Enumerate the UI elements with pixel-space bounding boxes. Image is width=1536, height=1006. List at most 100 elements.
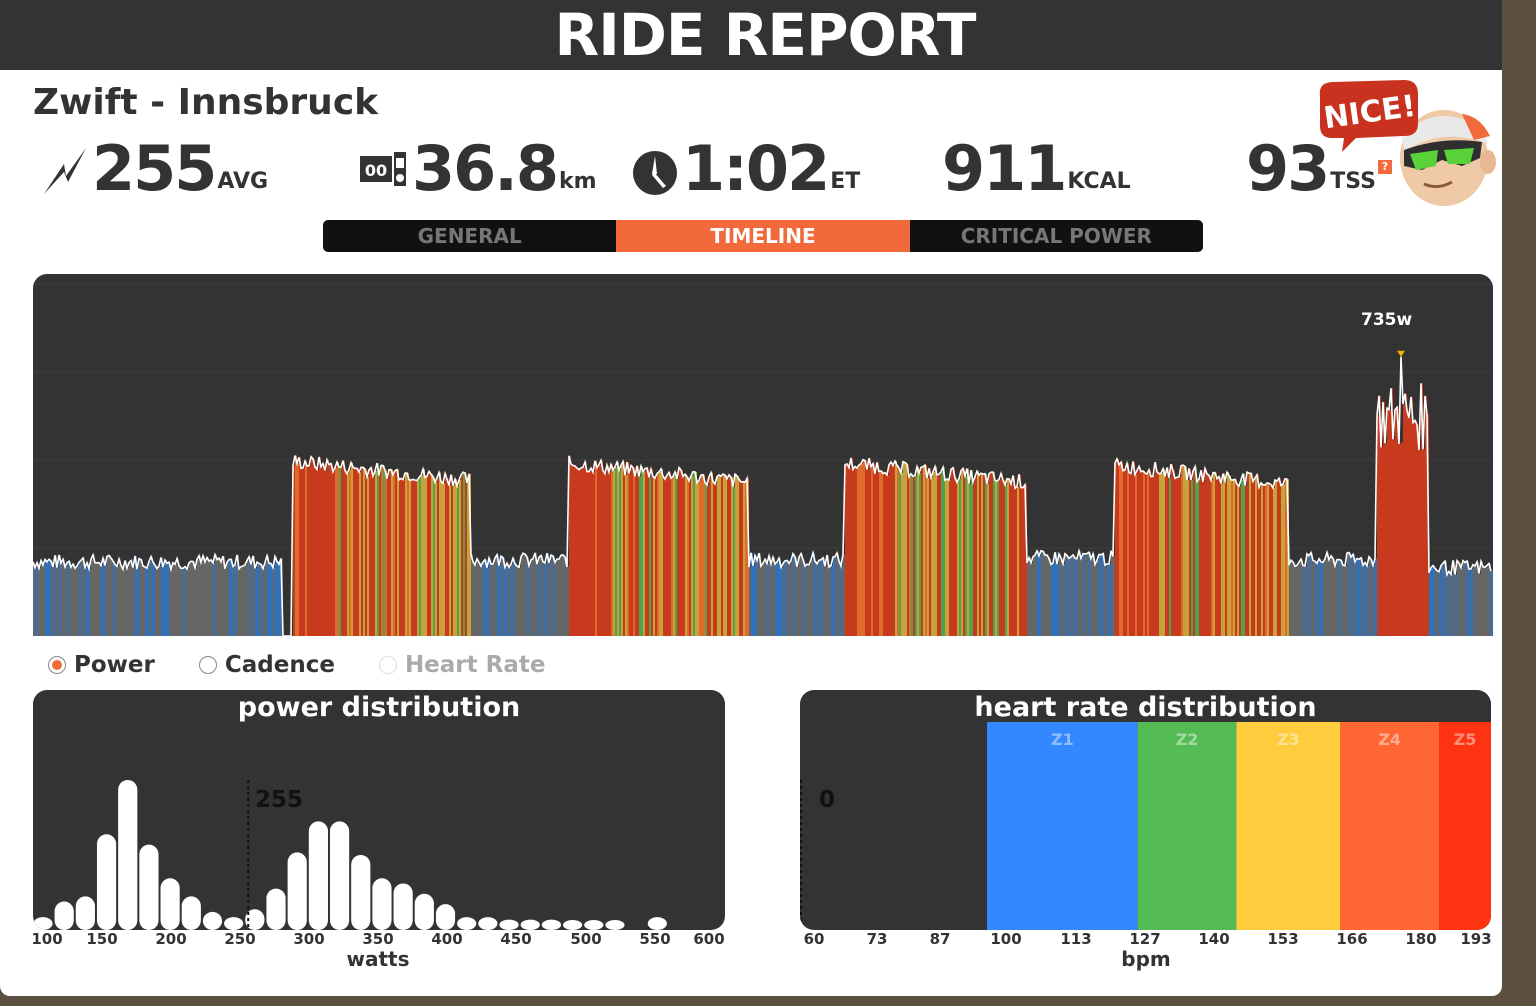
power-bar bbox=[863, 459, 865, 636]
power-bar bbox=[875, 473, 877, 636]
power-bar bbox=[1067, 555, 1069, 636]
power-bar bbox=[69, 561, 71, 636]
power-bar bbox=[791, 560, 793, 636]
power-bar bbox=[379, 475, 381, 636]
power-bar bbox=[1351, 557, 1353, 636]
power-bar bbox=[717, 476, 719, 636]
power-bar bbox=[867, 469, 869, 636]
power-bar bbox=[1461, 567, 1463, 636]
power-bar bbox=[797, 566, 799, 636]
power-bar bbox=[741, 482, 743, 636]
power-tick: 300 bbox=[293, 930, 325, 948]
power-bar bbox=[925, 465, 927, 636]
power-bar bbox=[1215, 472, 1217, 636]
power-bar bbox=[1475, 566, 1477, 636]
tab-timeline[interactable]: TIMELINE bbox=[616, 220, 910, 252]
power-bar bbox=[57, 567, 59, 636]
power-tick: 150 bbox=[86, 930, 118, 948]
power-tick: 400 bbox=[431, 930, 463, 948]
power-bar bbox=[899, 468, 901, 636]
power-bar bbox=[343, 460, 345, 636]
power-bar bbox=[169, 562, 171, 636]
power-bar bbox=[1185, 466, 1187, 636]
hr-tick: 153 bbox=[1267, 930, 1299, 948]
power-bar bbox=[311, 456, 313, 636]
power-bar bbox=[1311, 552, 1313, 636]
power-bar bbox=[835, 556, 837, 636]
power-bar bbox=[993, 472, 995, 636]
power-bar bbox=[365, 469, 367, 636]
power-distribution-bar bbox=[96, 834, 117, 930]
power-bar bbox=[545, 562, 547, 636]
toggle-power[interactable]: Power bbox=[48, 652, 155, 678]
power-bar bbox=[883, 473, 885, 636]
power-bar bbox=[901, 472, 903, 636]
power-bar bbox=[479, 562, 481, 636]
power-bar bbox=[219, 558, 221, 636]
power-bar bbox=[371, 467, 373, 636]
power-bar bbox=[1377, 415, 1379, 636]
power-bar bbox=[1225, 480, 1227, 636]
power-bar bbox=[173, 562, 175, 636]
power-tick: 200 bbox=[155, 930, 187, 948]
power-bar bbox=[439, 472, 441, 636]
power-bar bbox=[453, 485, 455, 636]
power-radio[interactable] bbox=[48, 656, 66, 674]
power-bar bbox=[1037, 550, 1039, 636]
power-bar bbox=[1373, 565, 1375, 636]
power-bar bbox=[243, 565, 245, 636]
tab-general[interactable]: GENERAL bbox=[417, 224, 522, 248]
power-bar bbox=[653, 476, 655, 636]
power-bar bbox=[119, 559, 121, 636]
power-bar bbox=[521, 556, 523, 636]
power-distribution-bar bbox=[139, 844, 159, 930]
power-bar bbox=[855, 466, 857, 636]
power-bar bbox=[93, 554, 95, 636]
power-bar bbox=[1091, 558, 1093, 636]
power-bar bbox=[373, 476, 375, 636]
power-bar bbox=[513, 558, 515, 636]
power-bar bbox=[617, 462, 619, 636]
power-bar bbox=[247, 560, 249, 636]
power-timeline-chart[interactable]: 735w bbox=[33, 274, 1493, 636]
power-bar bbox=[377, 463, 379, 636]
power-bar bbox=[253, 555, 255, 636]
power-bar bbox=[245, 564, 247, 636]
hr-zone-band bbox=[1236, 722, 1341, 930]
power-bar bbox=[1217, 478, 1219, 636]
tab-critical-power[interactable]: CRITICAL POWER bbox=[960, 224, 1152, 248]
power-bar bbox=[1183, 465, 1185, 636]
report-tabs: GENERAL TIMELINE CRITICAL POWER bbox=[323, 220, 1203, 252]
power-bar bbox=[1481, 561, 1483, 636]
power-bar bbox=[1227, 472, 1229, 636]
power-bar bbox=[887, 474, 889, 636]
power-bar bbox=[1221, 483, 1223, 636]
toggle-cadence[interactable]: Cadence bbox=[198, 652, 335, 678]
help-icon[interactable]: ? bbox=[1378, 160, 1392, 174]
power-bar bbox=[1079, 550, 1081, 636]
power-bar bbox=[1425, 395, 1427, 636]
power-bar bbox=[599, 464, 601, 636]
power-bar bbox=[1393, 439, 1395, 636]
power-bar bbox=[147, 568, 149, 636]
power-bar bbox=[561, 555, 563, 636]
power-bar bbox=[563, 554, 565, 636]
power-distribution-bar bbox=[287, 852, 307, 930]
power-bar bbox=[1449, 571, 1451, 636]
power-bar bbox=[695, 471, 697, 636]
power-bar bbox=[1429, 573, 1431, 636]
power-bar bbox=[369, 469, 371, 636]
power-bar bbox=[1157, 471, 1159, 636]
cadence-radio[interactable] bbox=[198, 656, 217, 674]
power-bar bbox=[1069, 558, 1071, 636]
power-bar bbox=[771, 563, 773, 636]
power-bar bbox=[1175, 478, 1177, 636]
power-tick: 500 bbox=[570, 930, 602, 948]
clock-icon bbox=[633, 151, 677, 195]
power-bar bbox=[1111, 550, 1113, 636]
power-bar bbox=[1421, 383, 1423, 636]
power-bar bbox=[995, 480, 997, 636]
power-bar bbox=[1385, 443, 1387, 636]
power-bar bbox=[469, 473, 471, 636]
ride-report-panel: RIDE REPORT Zwift - Innsbruck 255 AVG 00… bbox=[0, 0, 1502, 996]
